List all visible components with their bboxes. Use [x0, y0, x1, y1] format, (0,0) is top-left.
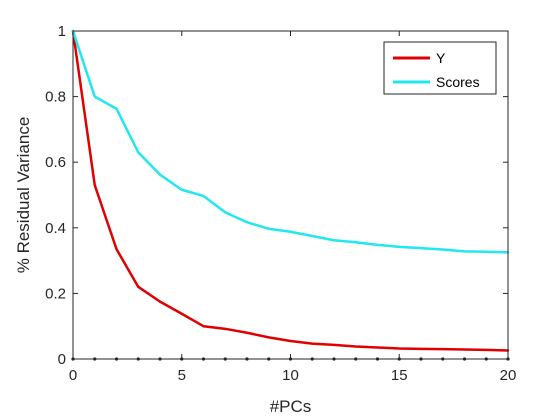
- x-tick-label: 15: [391, 367, 408, 384]
- y-tick-label: 0.6: [45, 154, 66, 171]
- y-tick-label: 0.8: [45, 89, 66, 106]
- legend-label-y: Y: [436, 50, 446, 66]
- legend: Y Scores: [383, 41, 497, 95]
- y-tick-label: 0.2: [45, 285, 66, 302]
- y-tick-label: 1: [58, 23, 66, 40]
- y-tick-label: 0.4: [45, 220, 66, 237]
- x-tick-label: 0: [69, 367, 77, 384]
- y-tick-label: 0: [58, 351, 66, 368]
- x-tick-label: 5: [178, 367, 186, 384]
- x-tick-label: 10: [282, 367, 299, 384]
- x-axis-label: #PCs: [270, 397, 312, 416]
- tick-layer: 0 5 10 15 20 0 0.2 0.4 0.6 0.8 1: [45, 23, 516, 384]
- y-axis-label: % Residual Variance: [14, 117, 33, 274]
- legend-box: [383, 41, 497, 95]
- x-tick-label: 20: [500, 367, 517, 384]
- legend-label-scores: Scores: [436, 74, 480, 90]
